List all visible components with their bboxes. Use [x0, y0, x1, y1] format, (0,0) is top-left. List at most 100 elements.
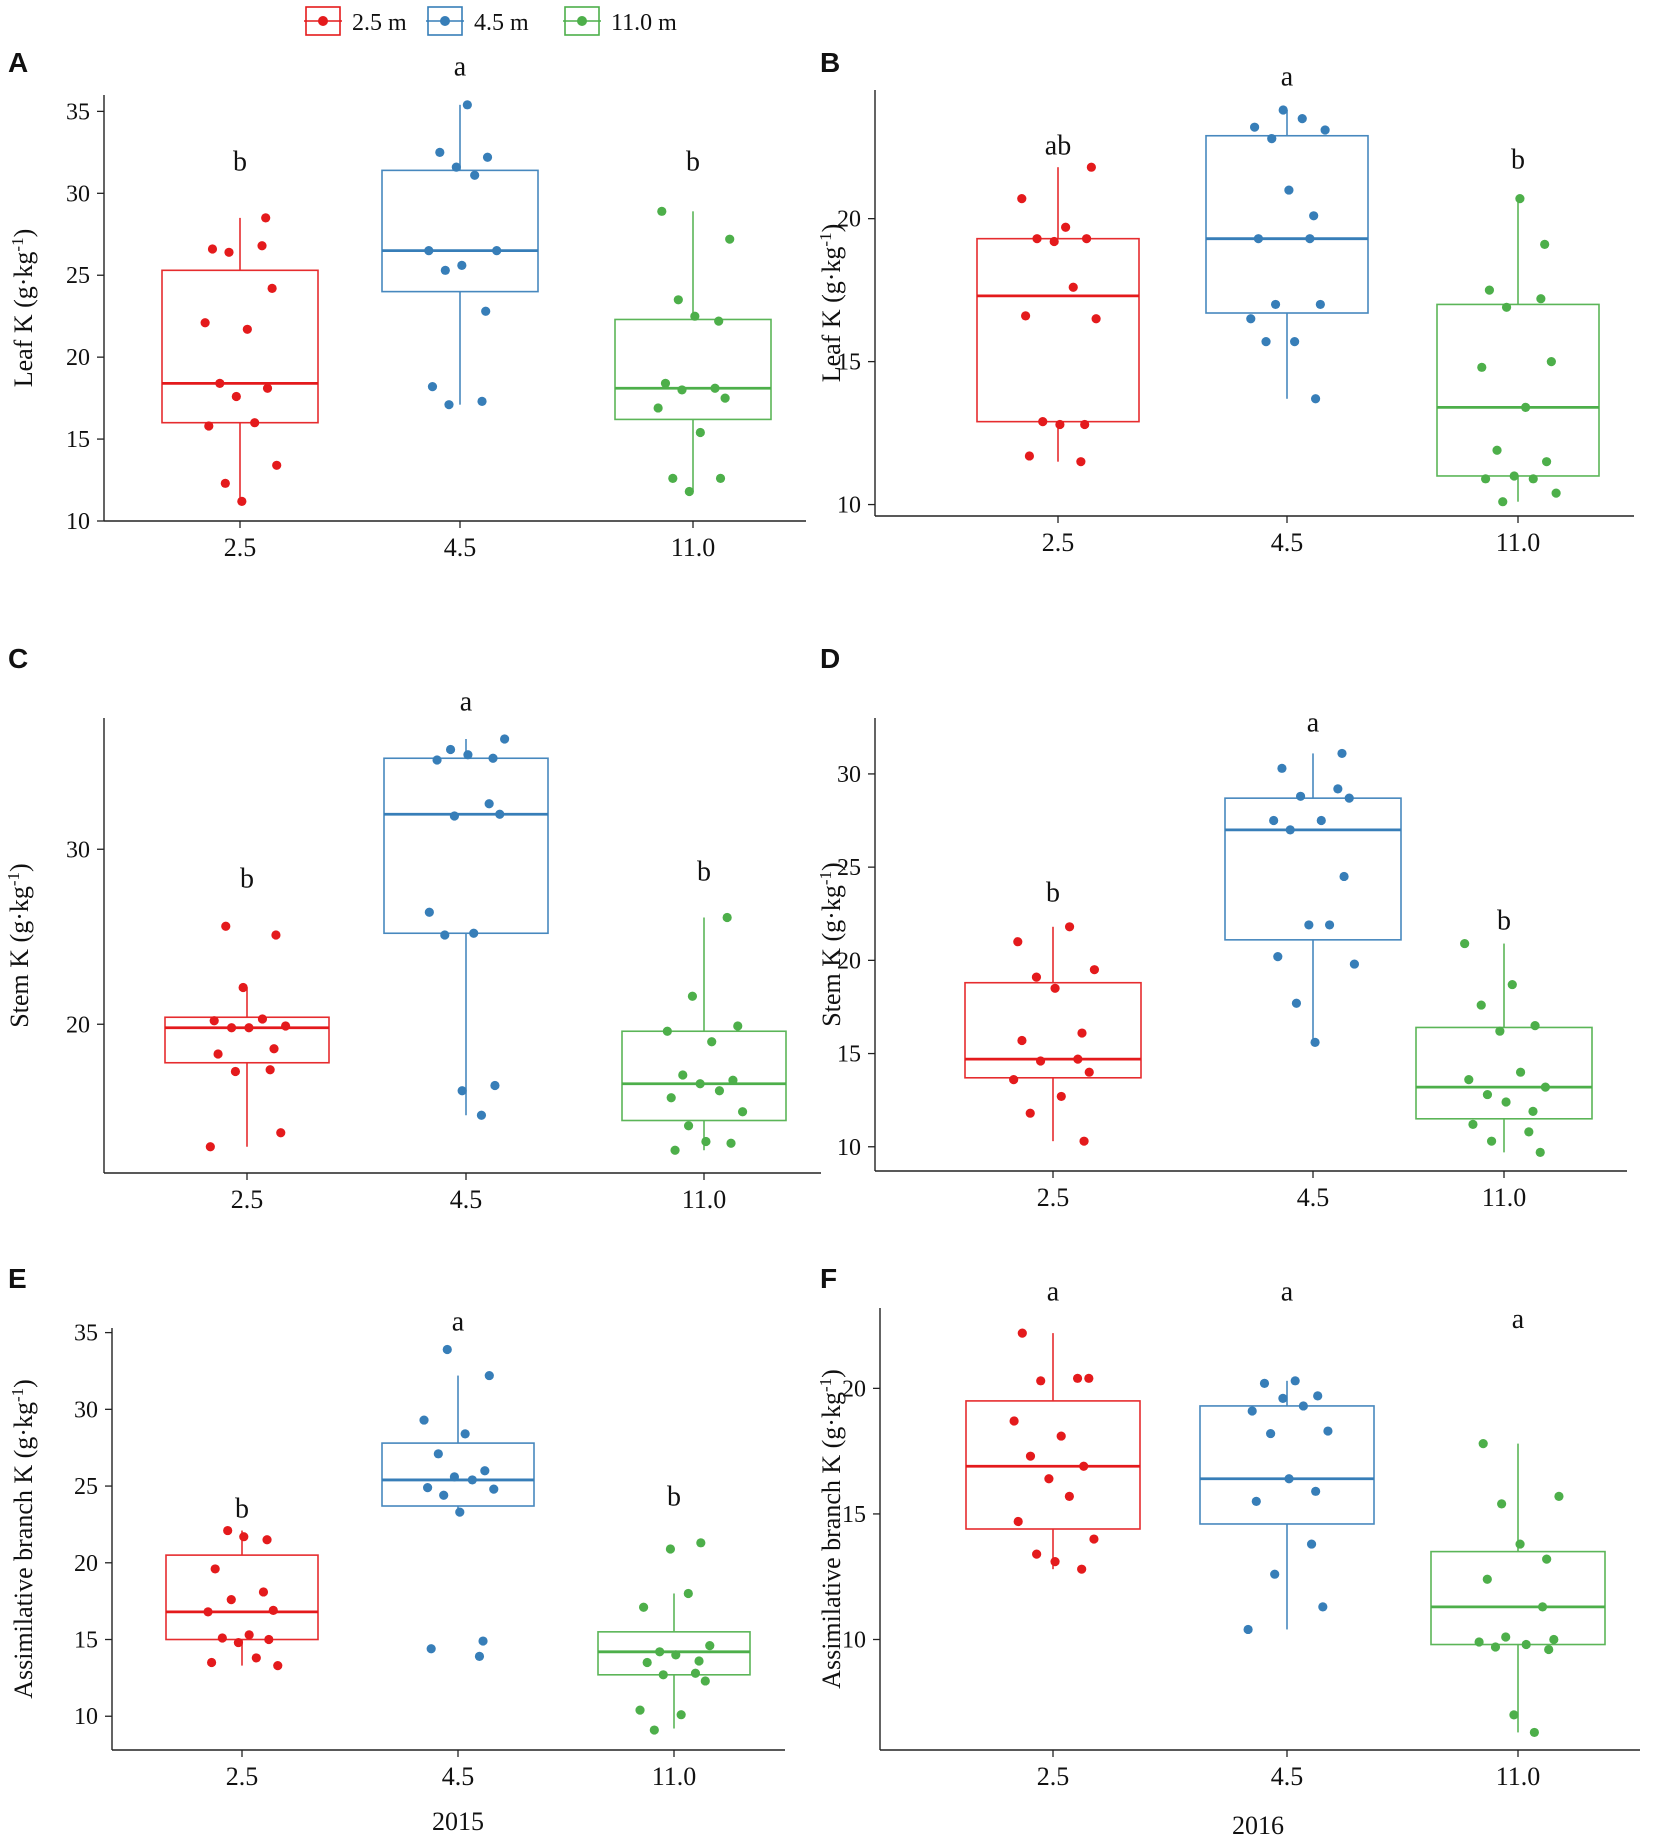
data-point — [1529, 1727, 1539, 1738]
data-point — [695, 1079, 705, 1089]
data-point — [495, 809, 505, 819]
data-point — [671, 1650, 681, 1660]
box — [976, 237, 1140, 423]
data-point — [1544, 1644, 1554, 1655]
data-point — [244, 1630, 254, 1640]
data-point — [226, 1595, 236, 1605]
y-axis-title-close: ) — [9, 1379, 38, 1388]
y-axis-title-close: ) — [817, 224, 846, 233]
y-tick-label: 30 — [66, 181, 90, 207]
y-tick-label: 10 — [837, 1135, 861, 1161]
data-point — [694, 1656, 704, 1666]
panel-d: 10 15 20 25 30 2.5 4.5 11.0 D Stem K (g·kg-1) b a b — [816, 643, 1627, 1212]
data-point — [1259, 1378, 1270, 1388]
data-point — [1038, 417, 1048, 427]
data-point — [1486, 1136, 1497, 1146]
data-point — [220, 478, 230, 488]
data-point — [1549, 1634, 1559, 1645]
data-point — [261, 213, 271, 223]
data-point — [1077, 1028, 1087, 1038]
significance-letter: ab — [1045, 130, 1071, 161]
data-point — [737, 1107, 748, 1117]
data-point — [1072, 1373, 1083, 1383]
data-point — [457, 1086, 467, 1096]
data-point — [432, 755, 442, 765]
panel-c: 20 30 2.5 4.5 11.0 C Stem K (g·kg-1) b a b — [4, 643, 821, 1214]
data-point — [264, 1634, 274, 1645]
data-point — [1295, 791, 1306, 801]
box — [164, 1016, 330, 1064]
data-point — [683, 1588, 693, 1599]
data-point — [1298, 1401, 1308, 1411]
data-point — [426, 1644, 436, 1654]
data-point — [1050, 983, 1060, 993]
data-point — [1497, 1499, 1507, 1509]
data-point — [696, 1538, 706, 1548]
x-tick-label: 11.0 — [671, 533, 716, 562]
data-point — [1017, 1035, 1027, 1046]
data-point — [1344, 793, 1354, 803]
x-tick-label: 4.5 — [442, 1762, 475, 1791]
significance-letter: a — [454, 52, 467, 83]
data-point — [207, 244, 218, 254]
data-point — [230, 1066, 241, 1077]
data-point — [1080, 419, 1090, 430]
y-tick-label: 15 — [837, 350, 861, 376]
data-point — [1013, 937, 1023, 947]
box-group-25m: b — [165, 1494, 319, 1671]
data-point — [1521, 402, 1531, 412]
y-tick-label: 30 — [837, 762, 861, 788]
data-point — [1311, 1486, 1321, 1496]
data-point — [1076, 457, 1086, 467]
data-point — [1284, 1474, 1294, 1484]
data-point — [649, 1725, 659, 1735]
data-point — [639, 1602, 649, 1612]
legend-item: 2.5 m — [304, 6, 407, 36]
data-point — [449, 1472, 460, 1482]
data-point — [1333, 784, 1343, 794]
data-point — [433, 1449, 443, 1459]
data-point — [207, 1657, 217, 1668]
data-point — [1032, 1549, 1042, 1559]
x-tick-label: 4.5 — [1271, 528, 1304, 557]
y-axis-title: Leaf K (g·kg-1) — [8, 229, 39, 388]
data-point — [221, 921, 231, 931]
y-axis-title: Stem K (g·kg-1) — [4, 863, 35, 1027]
legend-key-dot — [318, 16, 328, 26]
data-point — [262, 383, 273, 393]
x-tick-label: 2.5 — [1037, 1183, 1070, 1212]
data-point — [720, 393, 730, 403]
data-point — [1064, 922, 1075, 932]
data-point — [673, 295, 683, 305]
box — [597, 1631, 751, 1676]
data-point — [1024, 451, 1035, 461]
legend-label: 2.5 m — [352, 10, 407, 36]
data-point — [215, 378, 225, 388]
data-point — [1079, 1461, 1089, 1471]
data-point — [660, 378, 671, 388]
legend-label: 11.0 m — [611, 10, 677, 36]
data-point — [1049, 236, 1059, 247]
data-point — [445, 744, 456, 755]
data-point — [1320, 125, 1330, 135]
data-point — [1528, 1106, 1538, 1116]
data-point — [1267, 134, 1277, 144]
y-axis-title-exponent: -1 — [8, 237, 27, 251]
data-point — [705, 1641, 715, 1651]
data-point — [484, 1370, 494, 1381]
data-point — [683, 1121, 694, 1131]
significance-letter: b — [697, 856, 711, 887]
data-point — [205, 1142, 215, 1152]
data-point — [714, 1086, 725, 1096]
data-point — [1478, 1439, 1488, 1449]
data-point — [419, 1415, 429, 1425]
data-point — [1086, 162, 1096, 172]
data-point — [1253, 234, 1264, 244]
data-point — [1290, 1376, 1300, 1386]
box-group-45m: a — [381, 52, 539, 410]
data-point — [1477, 362, 1487, 372]
data-point — [1324, 920, 1335, 930]
data-point — [484, 799, 494, 809]
data-point — [662, 1026, 672, 1036]
